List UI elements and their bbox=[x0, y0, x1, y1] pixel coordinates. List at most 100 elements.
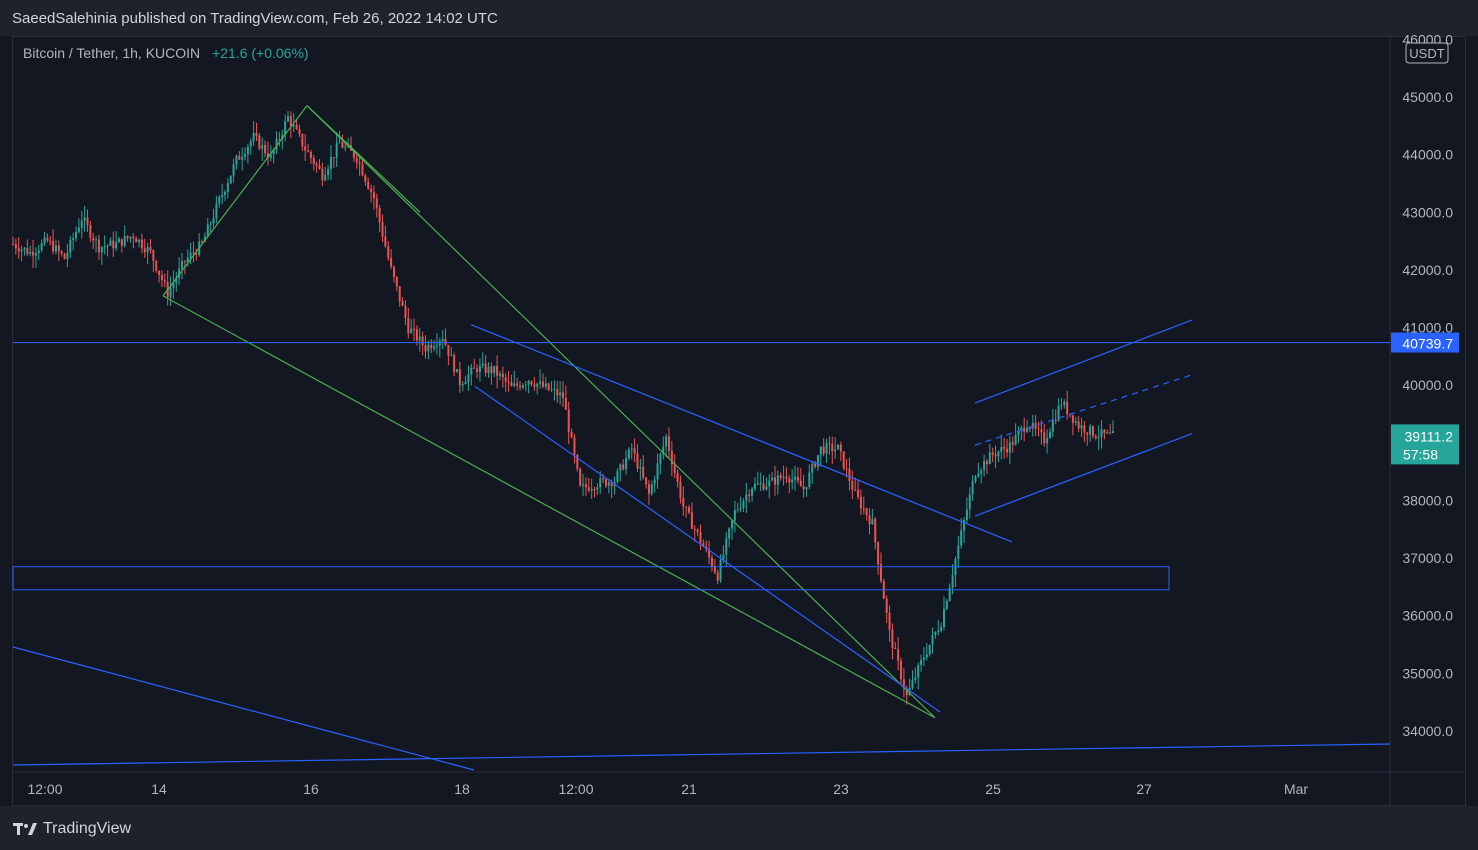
price-tick-label: 45000.0 bbox=[1402, 89, 1453, 105]
long-trendline bbox=[12, 646, 475, 771]
candle-body bbox=[596, 487, 599, 490]
candle-body bbox=[908, 687, 911, 695]
candle-body bbox=[742, 500, 745, 508]
candle-body bbox=[410, 328, 413, 333]
candle-body bbox=[307, 150, 310, 152]
candle-body bbox=[335, 142, 338, 158]
candle-body bbox=[1066, 401, 1069, 414]
horizontal-line-price-box bbox=[1391, 332, 1459, 353]
candle-body bbox=[218, 197, 221, 204]
candle-body bbox=[756, 483, 759, 485]
candle-body bbox=[940, 626, 943, 631]
candle-body bbox=[862, 508, 865, 510]
published-line: SaeedSalehinia published on TradingView.… bbox=[12, 10, 498, 27]
candle-body bbox=[736, 509, 739, 511]
candle-body bbox=[26, 247, 29, 255]
candle-body bbox=[645, 477, 648, 485]
candle-body bbox=[140, 239, 143, 249]
candle-body bbox=[771, 477, 774, 481]
candle-body bbox=[478, 365, 481, 372]
candle-body bbox=[183, 261, 186, 263]
candle-body bbox=[905, 688, 908, 695]
candle-body bbox=[541, 381, 544, 387]
candle-body bbox=[52, 240, 55, 252]
price-tick-label: 36000.0 bbox=[1402, 608, 1453, 624]
candle-body bbox=[582, 484, 585, 486]
candle-body bbox=[201, 241, 204, 243]
candle-body bbox=[398, 286, 401, 302]
candle-body bbox=[708, 549, 711, 558]
candle-body bbox=[135, 238, 138, 243]
candle-body bbox=[879, 564, 882, 582]
candle-body bbox=[34, 252, 37, 256]
candle-body bbox=[1112, 431, 1114, 434]
candle-body bbox=[788, 478, 791, 483]
long-trendline bbox=[12, 743, 1391, 766]
candle-body bbox=[1034, 423, 1037, 429]
candle-body bbox=[23, 247, 26, 250]
candle-body bbox=[673, 464, 676, 473]
price-tick-label: 42000.0 bbox=[1402, 262, 1453, 278]
candle-body bbox=[1080, 425, 1083, 429]
candle-body bbox=[195, 253, 198, 255]
candle-body bbox=[456, 369, 459, 373]
candle-body bbox=[854, 489, 857, 491]
chart-frame[interactable] bbox=[12, 36, 1466, 806]
candle-body bbox=[547, 383, 550, 390]
candle-body bbox=[481, 363, 484, 366]
price-tick-label: 37000.0 bbox=[1402, 550, 1453, 566]
candle-body bbox=[1040, 429, 1043, 433]
candle-body bbox=[510, 382, 513, 386]
price-tick-label: 34000.0 bbox=[1402, 723, 1453, 739]
time-tick-label: 12:00 bbox=[27, 781, 62, 797]
candle-body bbox=[115, 242, 118, 249]
support-zone bbox=[12, 566, 1170, 591]
time-tick-label: 21 bbox=[681, 781, 697, 797]
candle-body bbox=[539, 381, 542, 384]
candle-body bbox=[808, 472, 811, 487]
candle-body bbox=[112, 240, 115, 249]
candle-body bbox=[791, 479, 794, 483]
candle-body bbox=[599, 478, 602, 488]
candle-body bbox=[352, 150, 355, 158]
candle-body bbox=[146, 247, 149, 253]
candle-body bbox=[647, 484, 650, 494]
candle-body bbox=[1051, 419, 1054, 432]
candle-body bbox=[281, 134, 284, 140]
candle-body bbox=[192, 252, 195, 254]
candle-body bbox=[579, 468, 582, 486]
candle-body bbox=[344, 146, 347, 148]
candle-body bbox=[831, 444, 834, 452]
candle-body bbox=[103, 246, 106, 248]
candle-body bbox=[834, 449, 837, 452]
candle-body bbox=[917, 665, 920, 678]
candle-body bbox=[1026, 427, 1029, 432]
candle-body bbox=[839, 444, 842, 452]
candle-body bbox=[418, 336, 421, 341]
candle-body bbox=[1054, 419, 1057, 421]
candle-body bbox=[616, 470, 619, 482]
candle-body bbox=[1006, 448, 1009, 453]
candle-body bbox=[922, 657, 925, 660]
candle-body bbox=[129, 236, 132, 239]
candle-body bbox=[241, 156, 244, 160]
candle-body bbox=[1074, 421, 1077, 423]
candle-body bbox=[272, 149, 275, 155]
candle-body bbox=[693, 528, 696, 530]
candle-body bbox=[587, 487, 590, 491]
candle-body bbox=[1106, 432, 1109, 434]
candle-body bbox=[759, 483, 762, 485]
footer bbox=[0, 806, 1478, 850]
candle-body bbox=[209, 223, 212, 225]
candle-body bbox=[1083, 425, 1086, 433]
candle-body bbox=[739, 507, 742, 510]
candle-body bbox=[822, 446, 825, 454]
candle-body bbox=[722, 554, 725, 560]
candle-body bbox=[877, 542, 880, 565]
candle-body bbox=[851, 480, 854, 490]
candle-body bbox=[659, 454, 662, 464]
candle-body bbox=[573, 437, 576, 456]
tradingview-brand[interactable]: TradingView bbox=[13, 820, 131, 838]
candle-body bbox=[40, 243, 43, 251]
